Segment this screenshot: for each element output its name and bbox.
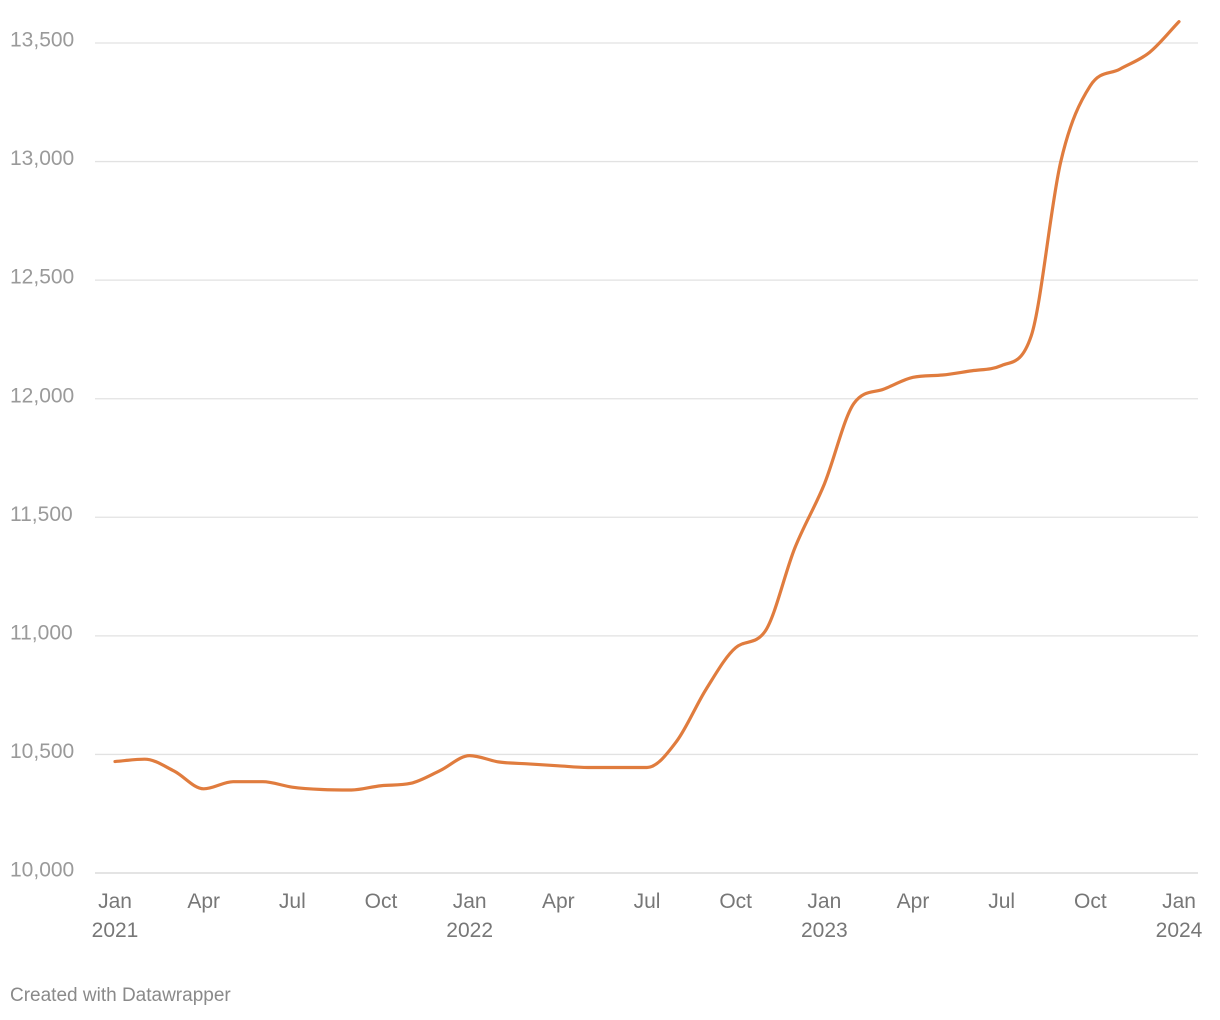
x-tick-month-label: Jul — [634, 890, 661, 913]
y-tick-label: 12,000 — [10, 384, 74, 407]
x-tick-month-label: Jul — [279, 890, 306, 913]
y-tick-label: 13,500 — [10, 29, 74, 52]
x-tick-year-label: 2023 — [801, 919, 848, 942]
x-tick-month-label: Apr — [187, 890, 220, 913]
x-tick-month-label: Oct — [365, 890, 398, 913]
x-tick-year-label: 2024 — [1156, 919, 1203, 942]
y-tick-label: 13,000 — [10, 147, 74, 170]
y-tick-label: 12,500 — [10, 266, 74, 289]
x-tick-month-label: Oct — [1074, 890, 1107, 913]
footer-credit: Created with Datawrapper — [10, 985, 231, 1006]
gridlines — [95, 42, 1198, 874]
x-tick-month-label: Apr — [542, 890, 575, 913]
x-tick-year-label: 2022 — [446, 919, 493, 942]
x-tick-month-label: Oct — [719, 890, 752, 913]
x-tick-month-label: Apr — [897, 890, 930, 913]
y-tick-label: 10,000 — [10, 859, 74, 882]
x-tick-month-label: Jan — [1162, 890, 1196, 913]
x-tick-month-label: Jan — [453, 890, 487, 913]
y-tick-label: 11,500 — [10, 503, 73, 526]
y-tick-label: 10,500 — [10, 740, 74, 763]
y-tick-label: 11,000 — [10, 621, 73, 644]
x-tick-month-label: Jan — [98, 890, 132, 913]
x-tick-year-label: 2021 — [92, 919, 139, 942]
x-axis-tick-labels: Jan 2021 Apr Jul Oct Jan 2022 Apr Jul Oct Jan 2023 A… — [92, 890, 1203, 942]
y-axis-tick-labels: 10,000 10,500 11,000 11,500 12,000 12,500 13,0… — [10, 29, 74, 882]
series-lines — [113, 20, 1181, 792]
x-tick-month-label: Jan — [807, 890, 841, 913]
x-tick-month-label: Jul — [988, 890, 1015, 913]
series-line-0 — [113, 20, 1181, 792]
